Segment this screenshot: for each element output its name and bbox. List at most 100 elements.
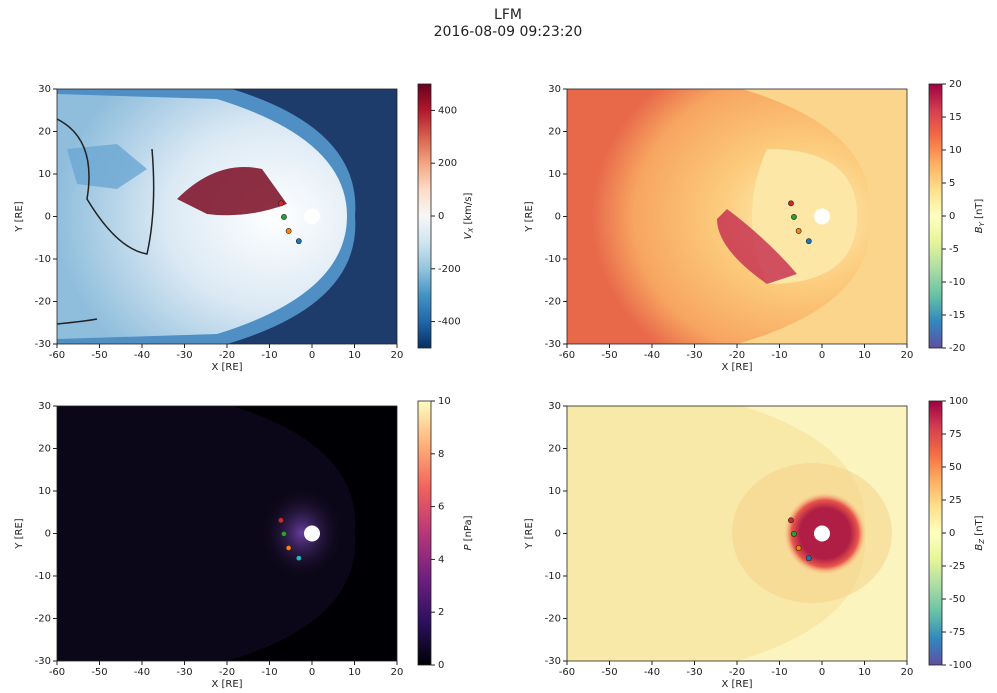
colorbar-tick-label: 4 [438,554,444,565]
satellite-point [278,518,283,523]
y-tick-label: -20 [545,614,561,625]
colorbar [418,84,431,348]
x-tick-label: 10 [858,350,871,361]
satellite-point [806,239,811,244]
x-tick-label: -10 [261,667,277,678]
label-unit: [km/s] [463,193,474,225]
y-axis-label: Y [RE] [14,518,25,549]
y-tick-label: 20 [38,127,51,138]
colorbar-tick-label: 400 [438,105,457,116]
colorbar-tick-label: -50 [949,594,965,605]
x-tick-label: 10 [348,667,361,678]
x-tick-label: 0 [309,350,315,361]
x-tick-label: 0 [309,667,315,678]
y-tick-label: -10 [35,571,51,582]
colorbar-label: VX [km/s] [463,193,477,240]
x-tick-label: -40 [644,350,660,361]
x-tick-label: -50 [601,350,617,361]
y-tick-label: -20 [35,297,51,308]
colorbar-tick-label: 50 [949,462,962,473]
y-axis-label: Y [RE] [524,201,535,232]
x-tick-label: -60 [49,350,65,361]
y-tick-label: -30 [545,339,561,350]
colorbar-tick-label: -200 [438,264,461,275]
colorbar-tick-label: -20 [949,343,965,354]
field-background [57,406,397,661]
x-tick-label: -10 [771,350,787,361]
label-unit: [nT] [974,199,985,219]
colorbar-tick-label: 20 [949,79,962,90]
satellite-point [788,201,793,206]
field-background [567,89,907,344]
colorbar-tick-label: 0 [949,211,955,222]
colorbar-tick-label: 25 [949,495,962,506]
y-tick-label: 0 [555,529,561,540]
colorbar-tick-label: -5 [949,244,959,255]
x-tick-label: 20 [391,350,404,361]
x-tick-label: 20 [901,667,914,678]
x-tick-label: -60 [559,350,575,361]
figure: LFM 2016-08-09 09:23:20 -60-50-40-30-20-… [0,0,997,693]
y-tick-label: 20 [38,444,51,455]
satellite-point [796,228,801,233]
y-tick-label: 30 [548,84,561,95]
x-tick-label: -10 [771,667,787,678]
y-tick-label: 0 [45,529,51,540]
field-background [57,89,397,344]
y-tick-label: -30 [35,339,51,350]
colorbar-tick-label: -25 [949,561,965,572]
x-tick-label: 20 [391,667,404,678]
y-tick-label: 30 [38,401,51,412]
x-tick-label: 10 [858,667,871,678]
x-tick-label: -50 [91,350,107,361]
satellite-point [806,556,811,561]
y-tick-label: 30 [38,84,51,95]
satellite-point [296,239,301,244]
colorbar-tick-label: 10 [949,145,962,156]
y-tick-label: 10 [38,486,51,497]
y-tick-label: -30 [545,656,561,667]
x-tick-label: -40 [134,667,150,678]
x-tick-label: 0 [819,350,825,361]
colorbar [418,401,431,665]
y-tick-label: -10 [545,254,561,265]
colorbar-tick-label: -400 [438,317,461,328]
x-tick-label: -20 [219,350,235,361]
colorbar-tick-label: 0 [949,528,955,539]
colorbar-label: BZ [nT] [974,515,988,550]
y-tick-label: 10 [548,486,561,497]
colorbar-tick-label: 200 [438,158,457,169]
satellite-point [286,545,291,550]
x-tick-label: -50 [91,667,107,678]
colorbar-tick-label: 75 [949,429,962,440]
satellite-point [791,531,796,536]
x-tick-label: 0 [819,667,825,678]
x-tick-label: -30 [686,667,702,678]
y-axis-label: Y [RE] [524,518,535,549]
satellite-point [791,214,796,219]
x-axis-label: X [RE] [721,362,752,373]
colorbar-label: P [nPa] [463,515,474,550]
x-tick-label: -60 [559,667,575,678]
colorbar [929,84,942,348]
field-background [567,406,907,661]
x-axis-label: X [RE] [211,362,242,373]
satellite-point [296,556,301,561]
colorbar-tick-label: 5 [949,178,955,189]
y-tick-label: -20 [35,614,51,625]
figure-subtitle: 2016-08-09 09:23:20 [434,24,583,40]
colorbar [929,401,942,665]
satellite-point [278,201,283,206]
y-tick-label: 0 [555,212,561,223]
colorbar-tick-label: 0 [438,211,444,222]
y-tick-label: 20 [548,127,561,138]
x-tick-label: -40 [644,667,660,678]
x-tick-label: -20 [729,350,745,361]
colorbar-tick-label: 15 [949,112,962,123]
y-tick-label: 10 [548,169,561,180]
x-tick-label: -30 [176,350,192,361]
x-tick-label: -50 [601,667,617,678]
x-tick-label: -60 [49,667,65,678]
x-tick-label: -20 [219,667,235,678]
satellite-point [286,228,291,233]
